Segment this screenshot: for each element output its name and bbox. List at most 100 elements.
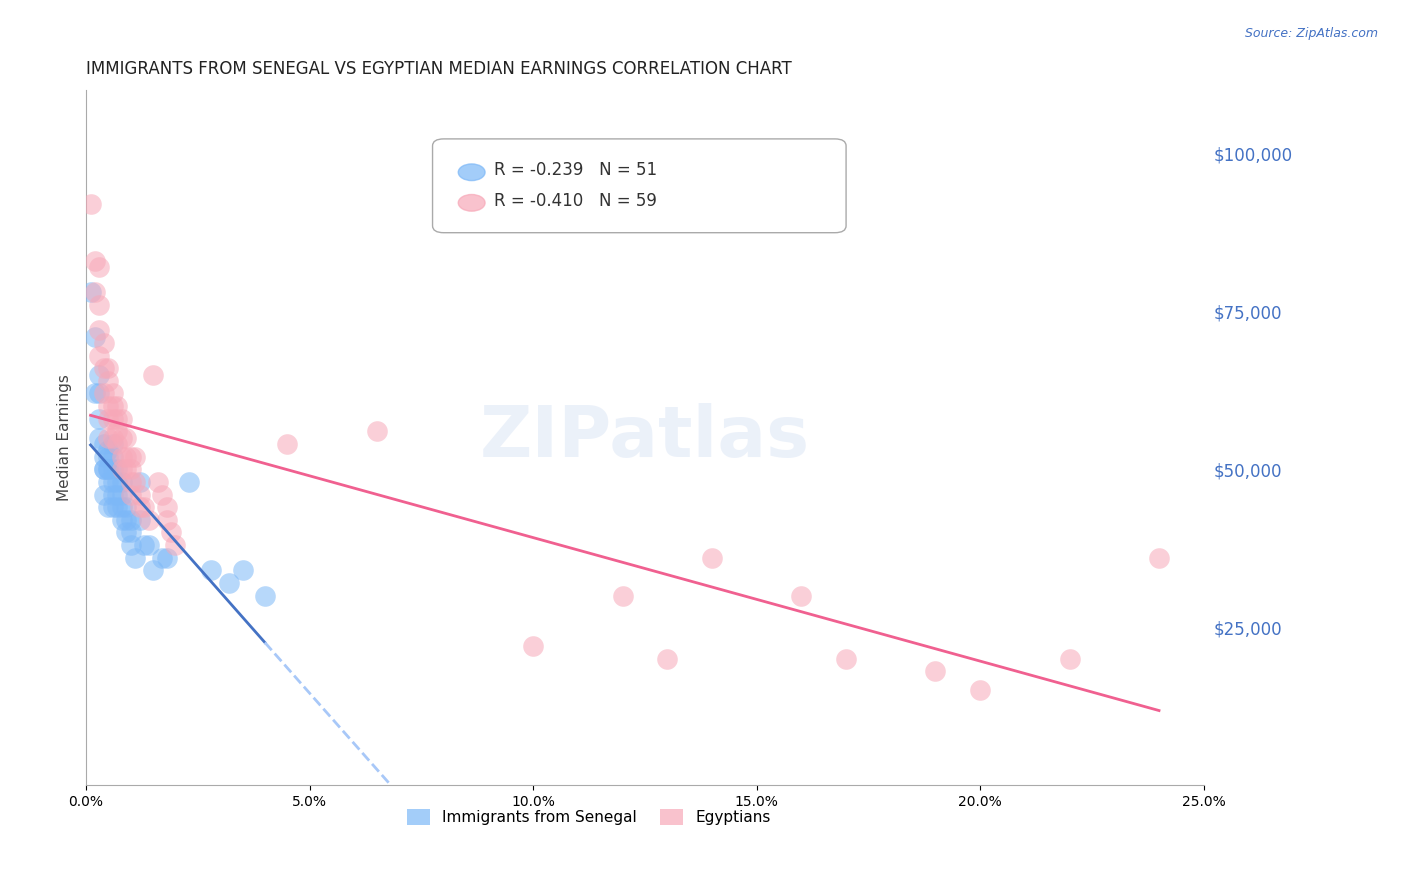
Point [101, 500, 124, 515]
Point [111, 450, 134, 464]
Point [84, 253, 107, 268]
Point [165, 538, 187, 552]
Point [84, 329, 107, 343]
Point [142, 563, 165, 577]
Point [111, 462, 134, 476]
Point [1147, 550, 1170, 565]
Point [93, 386, 115, 401]
Point [89, 323, 111, 337]
Point [146, 475, 169, 489]
Point [105, 500, 128, 515]
Point [120, 450, 142, 464]
Point [89, 298, 111, 312]
Point [93, 462, 115, 476]
Point [612, 589, 634, 603]
Point [111, 475, 134, 489]
Point [79, 285, 101, 300]
Point [97, 361, 120, 376]
Point [84, 285, 107, 300]
Point [89, 431, 111, 445]
Point [124, 550, 146, 565]
Point [105, 411, 128, 425]
Point [89, 411, 111, 425]
Point [177, 475, 200, 489]
Point [101, 487, 124, 501]
Point [142, 368, 165, 382]
Point [115, 431, 138, 445]
Point [366, 425, 388, 439]
Point [105, 462, 128, 476]
Point [120, 513, 142, 527]
Point [200, 563, 222, 577]
Point [253, 589, 276, 603]
Point [111, 487, 134, 501]
Point [97, 462, 120, 476]
Point [111, 431, 134, 445]
Point [150, 550, 173, 565]
Point [128, 487, 150, 501]
Point [89, 386, 111, 401]
Point [105, 437, 128, 451]
Text: R = -0.239   N = 51: R = -0.239 N = 51 [494, 161, 657, 179]
Point [105, 399, 128, 413]
Point [93, 335, 115, 350]
Point [101, 431, 124, 445]
Point [155, 550, 177, 565]
Point [93, 462, 115, 476]
Point [790, 589, 813, 603]
Point [89, 368, 111, 382]
Point [120, 525, 142, 540]
Point [89, 260, 111, 274]
Point [155, 500, 177, 515]
Point [657, 652, 679, 666]
Point [101, 462, 124, 476]
Y-axis label: Median Earnings: Median Earnings [58, 375, 72, 501]
Point [97, 500, 120, 515]
Point [115, 513, 138, 527]
Point [128, 513, 150, 527]
Point [93, 361, 115, 376]
Point [160, 525, 183, 540]
Point [79, 197, 101, 211]
Text: ZIPatlas: ZIPatlas [479, 403, 810, 472]
Point [93, 450, 115, 464]
Point [924, 665, 946, 679]
Point [969, 683, 991, 698]
Point [97, 450, 120, 464]
Point [84, 386, 107, 401]
Point [138, 513, 160, 527]
Point [124, 450, 146, 464]
Point [835, 652, 858, 666]
Point [97, 443, 120, 458]
Point [101, 386, 124, 401]
Point [115, 500, 138, 515]
Point [150, 487, 173, 501]
Point [120, 487, 142, 501]
Point [1059, 652, 1081, 666]
Point [105, 425, 128, 439]
Text: Source: ZipAtlas.com: Source: ZipAtlas.com [1244, 27, 1378, 40]
Point [115, 525, 138, 540]
Point [134, 538, 156, 552]
Point [93, 487, 115, 501]
Point [105, 475, 128, 489]
Point [155, 513, 177, 527]
Point [128, 500, 150, 515]
Point [138, 538, 160, 552]
Point [97, 431, 120, 445]
Point [97, 374, 120, 388]
Point [97, 411, 120, 425]
Point [89, 349, 111, 363]
Point [232, 563, 254, 577]
Point [134, 500, 156, 515]
Point [97, 399, 120, 413]
Legend: Immigrants from Senegal, Egyptians: Immigrants from Senegal, Egyptians [399, 802, 779, 833]
Point [115, 462, 138, 476]
Text: IMMIGRANTS FROM SENEGAL VS EGYPTIAN MEDIAN EARNINGS CORRELATION CHART: IMMIGRANTS FROM SENEGAL VS EGYPTIAN MEDI… [86, 60, 792, 78]
Circle shape [458, 194, 485, 211]
Point [97, 462, 120, 476]
Point [276, 437, 298, 451]
Point [111, 513, 134, 527]
Point [128, 475, 150, 489]
Point [522, 639, 544, 653]
